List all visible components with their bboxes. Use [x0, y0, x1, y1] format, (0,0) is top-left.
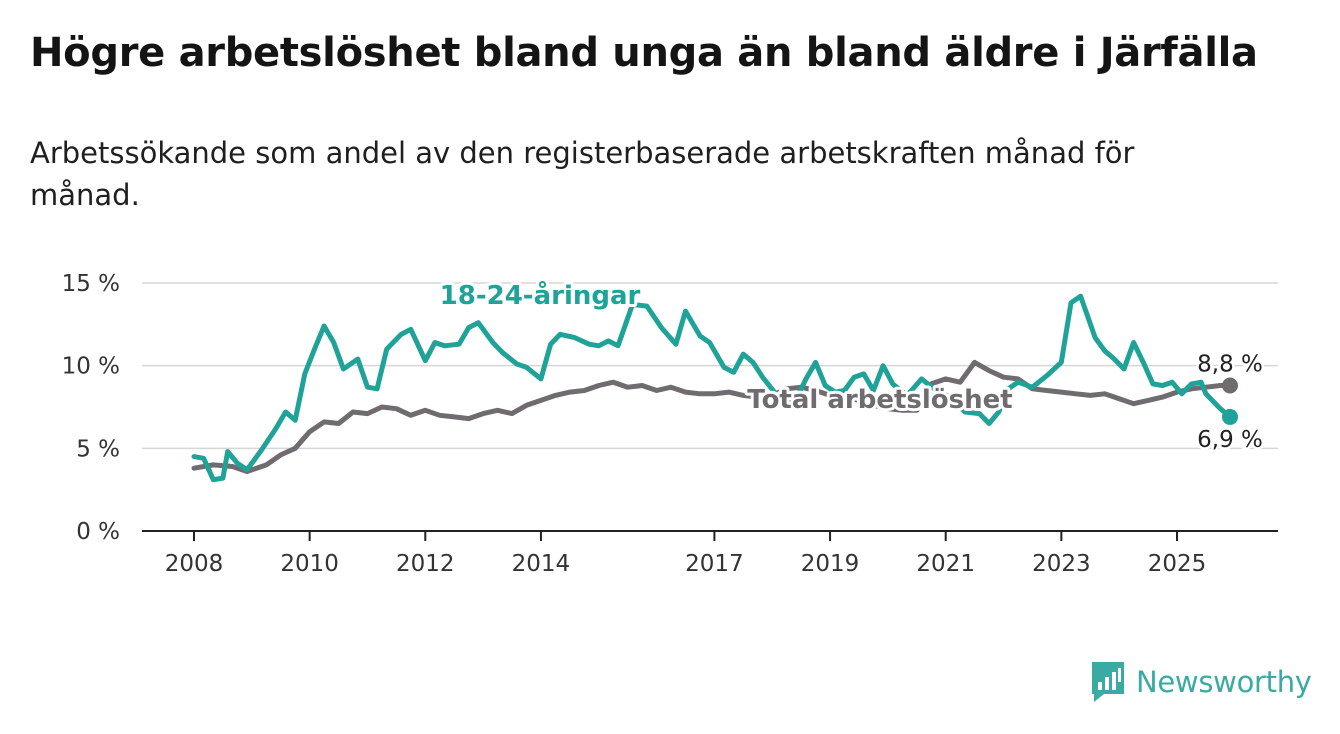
gridlines [142, 282, 1278, 532]
series-lines [191, 293, 1238, 483]
newsworthy-logo-icon [1092, 662, 1124, 702]
x-tick-label: 2025 [1148, 551, 1207, 577]
x-tick-label: 2008 [165, 551, 224, 577]
y-axis-ticks: 0 % 5 % 10 % 15 % [62, 271, 120, 545]
end-point-young [1222, 408, 1238, 425]
y-tick-label: 15 % [62, 271, 120, 297]
brand-logo: Newsworthy [1090, 660, 1312, 704]
x-tick-label: 2014 [512, 551, 571, 577]
brand-name: Newsworthy [1136, 665, 1312, 699]
series-line-total [191, 359, 1233, 474]
x-tick-label: 2019 [801, 551, 860, 577]
series-label-total: Total arbetslöshet [747, 385, 1012, 415]
end-label-young: 6,9 % [1197, 427, 1263, 453]
end-point-total [1222, 377, 1238, 394]
x-tick-label: 2017 [685, 551, 744, 577]
x-axis-ticks: 2008 2010 2012 2014 2017 2019 2021 2023 2025 [165, 531, 1207, 577]
x-tick-label: 2010 [280, 551, 339, 577]
y-tick-label: 0 % [76, 519, 120, 545]
x-tick-label: 2012 [396, 551, 455, 577]
x-tick-label: 2023 [1032, 551, 1091, 577]
series-label-young: 18-24-åringar [440, 279, 641, 311]
end-label-total: 8,8 % [1197, 352, 1263, 378]
series-labels: 18-24-åringar Total arbetslöshet 8,8 % 6,9 … [437, 276, 1266, 455]
x-tick-label: 2021 [916, 551, 975, 577]
y-tick-label: 10 % [62, 354, 120, 380]
y-tick-label: 5 % [76, 436, 120, 462]
chart-title: Högre arbetslöshet bland unga än bland ä… [30, 30, 1258, 76]
chart-subtitle: Arbetssökande som andel av den registerb… [30, 136, 1135, 212]
series-line-young [191, 293, 1233, 483]
